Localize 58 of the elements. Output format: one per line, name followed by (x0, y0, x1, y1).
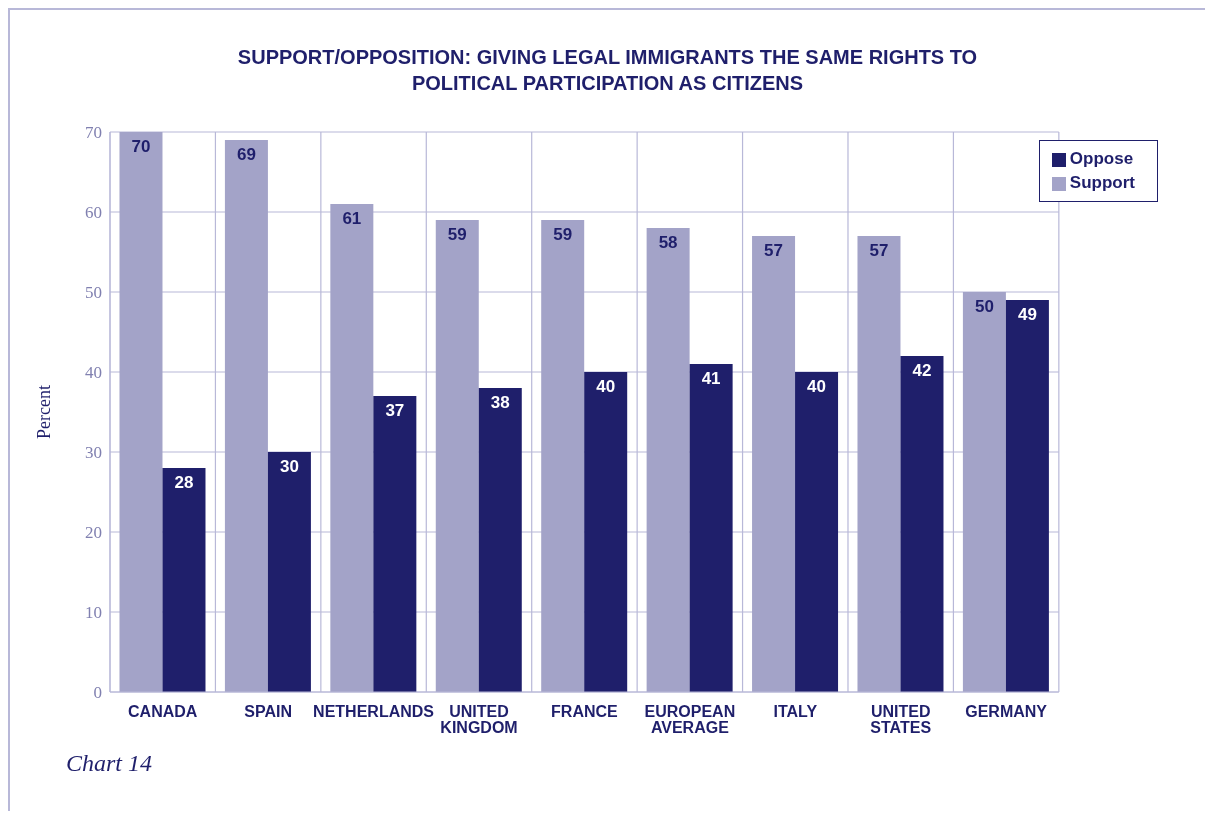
bar (224, 140, 268, 692)
x-tick-label: UNITED KINGDOM (440, 703, 518, 737)
x-tick-label: CANADA (128, 703, 198, 721)
x-tick-label: SPAIN (244, 703, 292, 721)
y-tick-label: 70 (85, 123, 102, 143)
data-label: 38 (490, 393, 510, 413)
data-label: 49 (1017, 305, 1037, 325)
legend-label: Oppose (1069, 149, 1134, 168)
data-label: 57 (764, 241, 784, 261)
bar (162, 468, 206, 692)
y-tick-label: 60 (85, 203, 102, 223)
y-tick-label: 50 (85, 283, 102, 303)
bar (478, 388, 522, 692)
data-label: 37 (385, 401, 405, 421)
bar (795, 372, 839, 692)
y-tick-label: 40 (85, 363, 102, 383)
y-tick-label: 20 (85, 523, 102, 543)
bar (752, 236, 796, 692)
x-tick-label: EUROPEAN AVERAGE (644, 703, 736, 737)
chart-title: SUPPORT/OPPOSITION: GIVING LEGAL IMMIGRANTS THE SAME RIGHTS TO POLITICAL PARTICIPATION AS CITIZENS (236, 45, 979, 96)
bar (119, 132, 163, 692)
y-axis-title: Percent (34, 385, 55, 439)
x-tick-label: NETHERLANDS (313, 703, 435, 721)
data-label: 57 (869, 241, 889, 261)
bar (541, 220, 585, 692)
data-label: 70 (131, 137, 151, 157)
bar (330, 204, 374, 692)
y-tick-label: 0 (93, 683, 102, 703)
x-tick-label: FRANCE (551, 703, 619, 721)
bar (962, 292, 1006, 692)
bar (1005, 300, 1049, 692)
x-tick-label: ITALY (773, 703, 818, 721)
data-label: 59 (553, 225, 573, 245)
bar (857, 236, 901, 692)
data-label: 41 (701, 369, 721, 389)
data-label: 42 (912, 361, 932, 381)
data-label: 50 (974, 297, 994, 317)
data-label: 61 (342, 209, 362, 229)
data-label: 59 (447, 225, 467, 245)
x-tick-label: GERMANY (965, 703, 1048, 721)
y-tick-label: 30 (85, 443, 102, 463)
x-tick-label: UNITED STATES (870, 703, 932, 737)
data-label: 58 (658, 233, 678, 253)
caption: Chart 14 (66, 750, 153, 777)
bar (435, 220, 479, 692)
bar (689, 364, 733, 692)
bar (584, 372, 628, 692)
bar (267, 452, 311, 692)
legend-label: Support (1069, 173, 1135, 192)
data-label: 30 (279, 457, 299, 477)
data-label: 40 (596, 377, 616, 397)
bar (900, 356, 944, 692)
y-tick-label: 10 (85, 603, 102, 623)
data-label: 28 (174, 473, 194, 493)
data-label: 69 (236, 145, 256, 165)
data-label: 40 (807, 377, 827, 397)
bar (646, 228, 690, 692)
bar (373, 396, 417, 692)
